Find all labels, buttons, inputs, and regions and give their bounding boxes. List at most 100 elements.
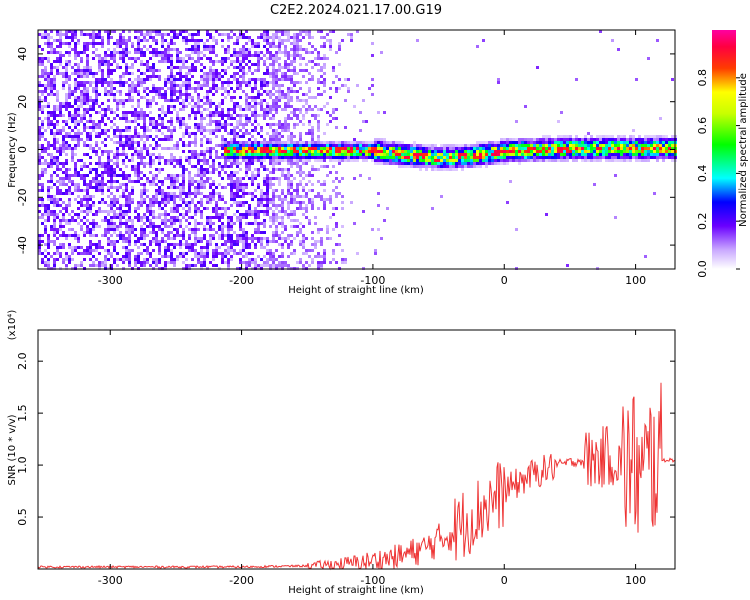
heatmap-cell	[200, 171, 203, 174]
heatmap-cell	[275, 234, 278, 237]
heatmap-cell	[116, 264, 119, 267]
heatmap-cell	[221, 39, 224, 42]
heatmap-cell	[233, 222, 236, 225]
heatmap-cell	[47, 189, 50, 192]
heatmap-cell	[230, 165, 233, 168]
heatmap-cell	[47, 75, 50, 78]
heatmap-cell	[119, 36, 122, 39]
heatmap-cell	[182, 243, 185, 246]
heatmap-cell	[356, 30, 359, 33]
heatmap-cell	[59, 162, 62, 165]
heatmap-cell	[512, 156, 515, 159]
heatmap-cell	[236, 189, 239, 192]
heatmap-cell	[299, 87, 302, 90]
heatmap-cell	[122, 129, 125, 132]
heatmap-cell	[41, 174, 44, 177]
heatmap-cell	[314, 246, 317, 249]
heatmap-cell	[68, 243, 71, 246]
heatmap-cell	[140, 261, 143, 264]
heatmap-cell	[125, 255, 128, 258]
heatmap-cell	[269, 111, 272, 114]
heatmap-cell	[269, 183, 272, 186]
heatmap-cell	[170, 57, 173, 60]
heatmap-cell	[83, 198, 86, 201]
heatmap-cell	[206, 159, 209, 162]
heatmap-cell	[191, 63, 194, 66]
heatmap-cell	[536, 159, 539, 162]
heatmap-cell	[92, 213, 95, 216]
heatmap-cell	[509, 150, 512, 153]
heatmap-cell	[119, 75, 122, 78]
heatmap-cell	[38, 105, 41, 108]
heatmap-cell	[530, 159, 533, 162]
heatmap-cell	[155, 30, 158, 33]
heatmap-cell	[458, 162, 461, 165]
heatmap-cell	[119, 93, 122, 96]
heatmap-cell	[302, 57, 305, 60]
heatmap-cell	[536, 147, 539, 150]
heatmap-cell	[449, 153, 452, 156]
heatmap-cell	[125, 237, 128, 240]
heatmap-cell	[161, 96, 164, 99]
heatmap-cell	[119, 213, 122, 216]
heatmap-cell	[476, 150, 479, 153]
heatmap-cell	[191, 243, 194, 246]
heatmap-cell	[176, 231, 179, 234]
heatmap-cell	[188, 150, 191, 153]
heatmap-cell	[125, 177, 128, 180]
heatmap-cell	[368, 144, 371, 147]
heatmap-cell	[260, 147, 263, 150]
heatmap-cell	[62, 207, 65, 210]
heatmap-cell	[311, 201, 314, 204]
heatmap-cell	[185, 126, 188, 129]
heatmap-cell	[200, 240, 203, 243]
heatmap-cell	[230, 180, 233, 183]
heatmap-cell	[65, 51, 68, 54]
heatmap-cell	[119, 54, 122, 57]
heatmap-cell	[272, 57, 275, 60]
heatmap-cell	[269, 198, 272, 201]
heatmap-cell	[290, 135, 293, 138]
heatmap-cell	[320, 153, 323, 156]
heatmap-cell	[278, 90, 281, 93]
heatmap-cell	[380, 237, 383, 240]
heatmap-cell	[290, 213, 293, 216]
heatmap-cell	[218, 105, 221, 108]
heatmap-cell	[332, 144, 335, 147]
heatmap-cell	[50, 51, 53, 54]
heatmap-cell	[200, 210, 203, 213]
heatmap-cell	[155, 51, 158, 54]
heatmap-cell	[233, 180, 236, 183]
heatmap-cell	[152, 231, 155, 234]
heatmap-cell	[242, 144, 245, 147]
heatmap-cell	[380, 156, 383, 159]
heatmap-cell	[248, 66, 251, 69]
heatmap-cell	[191, 150, 194, 153]
heatmap-cell	[119, 207, 122, 210]
heatmap-cell	[125, 153, 128, 156]
heatmap-cell	[170, 258, 173, 261]
heatmap-cell	[71, 210, 74, 213]
heatmap-cell	[509, 147, 512, 150]
heatmap-cell	[56, 159, 59, 162]
heatmap-cell	[134, 57, 137, 60]
heatmap-cell	[134, 261, 137, 264]
heatmap-cell	[326, 144, 329, 147]
heatmap-cell	[92, 186, 95, 189]
heatmap-cell	[515, 159, 518, 162]
heatmap-cell	[407, 144, 410, 147]
heatmap-cell	[281, 141, 284, 144]
heatmap-cell	[158, 51, 161, 54]
heatmap-cell	[125, 240, 128, 243]
heatmap-cell	[44, 138, 47, 141]
heatmap-cell	[491, 150, 494, 153]
heatmap-cell	[287, 171, 290, 174]
heatmap-cell	[149, 75, 152, 78]
heatmap-cell	[188, 39, 191, 42]
heatmap-cell	[176, 96, 179, 99]
heatmap-cell	[278, 120, 281, 123]
heatmap-cell	[350, 156, 353, 159]
heatmap-cell	[200, 132, 203, 135]
heatmap-cell	[344, 147, 347, 150]
heatmap-cell	[179, 165, 182, 168]
